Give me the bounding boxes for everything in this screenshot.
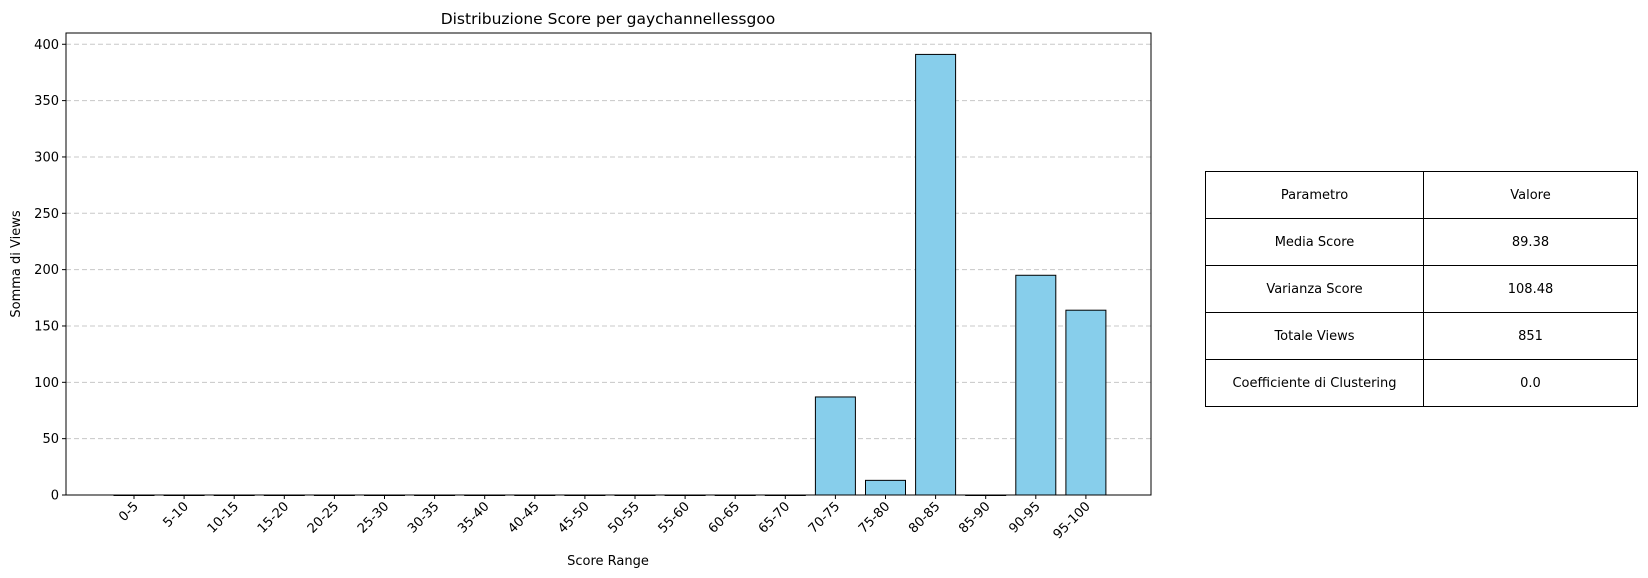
table-cell-value: 108.48 [1423,265,1638,313]
x-tick-label: 30-35 [405,499,442,536]
y-tick-label: 300 [34,150,59,165]
x-axis: 0-5 5-10 10-15 15-20 20-25 25-30 30-35 35-40 40-… [116,495,1094,542]
x-tick-label: 20-25 [305,499,342,536]
y-axis-label: Somma di Views [9,210,24,317]
x-tick-label: 60-65 [706,499,743,536]
table-row: Varianza Score 108.48 [1205,265,1638,313]
x-tick-label: 40-45 [505,499,542,536]
bar [915,53,957,496]
x-tick-label: 90-95 [1006,499,1043,536]
bar [865,479,906,496]
table-cell-param: Coefficiente di Clustering [1205,359,1424,407]
x-tick-label: 55-60 [656,499,693,536]
x-tick-label: 25-30 [355,499,392,536]
table-cell-value: 0.0 [1423,359,1638,407]
bar [1015,274,1057,496]
table-row: Totale Views 851 [1205,312,1638,360]
x-tick-label: 35-40 [455,499,492,536]
y-tick-label: 0 [51,489,59,504]
table-row: Coefficiente di Clustering 0.0 [1205,359,1638,407]
table-cell-param: Media Score [1205,218,1424,266]
table-row: Media Score 89.38 [1205,218,1638,266]
table-cell-value: 89.38 [1423,218,1638,266]
y-tick-label: 100 [34,376,59,391]
plot-frame [65,32,1152,496]
x-tick-label: 80-85 [906,499,943,536]
x-tick-label: 65-70 [756,499,793,536]
table-header-param: Parametro [1205,171,1424,219]
x-tick-label: 10-15 [205,499,242,536]
y-axis: 0 50 100 150 200 250 300 350 400 [34,38,66,504]
table-cell-param: Totale Views [1205,312,1424,360]
y-tick-label: 350 [34,94,59,109]
table-header-row: Parametro Valore [1205,171,1638,219]
bar [814,396,856,496]
chart-title: Distribuzione Score per gaychannellessgo… [441,10,776,28]
x-tick-label: 95-100 [1051,499,1094,542]
bars [113,53,1107,496]
bar [1065,309,1107,496]
x-tick-label: 70-75 [806,499,843,536]
y-tick-label: 200 [34,263,59,278]
x-tick-label: 0-5 [116,499,142,525]
x-tick-label: 85-90 [956,499,993,536]
grid-lines [66,43,1151,440]
x-tick-label: 5-10 [160,499,191,530]
y-tick-label: 150 [34,319,59,334]
y-tick-label: 250 [34,207,59,222]
x-tick-label: 75-80 [856,499,893,536]
table-header-value: Valore [1423,171,1638,219]
x-tick-label: 15-20 [255,499,292,536]
x-tick-label: 45-50 [555,499,592,536]
x-tick-label: 50-55 [606,499,643,536]
x-axis-label: Score Range [567,554,649,569]
table-cell-param: Varianza Score [1205,265,1424,313]
y-tick-label: 50 [42,432,59,447]
y-tick-label: 400 [34,38,59,53]
table-cell-value: 851 [1423,312,1638,360]
stats-table: Parametro Valore Media Score 89.38 Varia… [1205,171,1638,407]
